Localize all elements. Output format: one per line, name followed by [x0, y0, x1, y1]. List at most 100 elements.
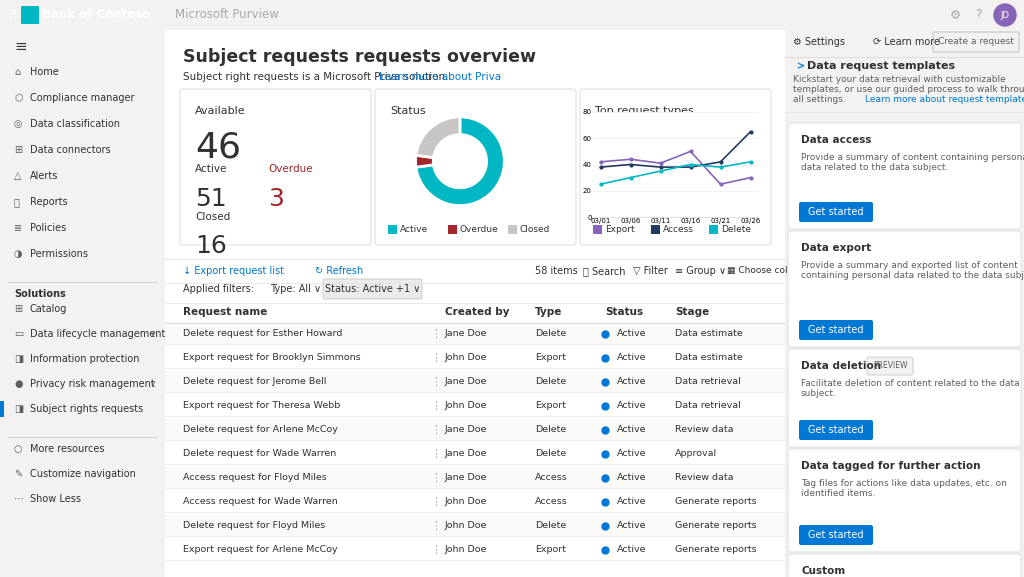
FancyBboxPatch shape	[651, 225, 660, 234]
FancyBboxPatch shape	[165, 322, 785, 344]
FancyBboxPatch shape	[22, 6, 39, 24]
Text: Status: Active +1 ∨: Status: Active +1 ∨	[326, 284, 421, 294]
Text: Export request for Theresa Webb: Export request for Theresa Webb	[183, 402, 340, 410]
FancyBboxPatch shape	[165, 466, 785, 488]
Text: templates, or use our guided process to walk through: templates, or use our guided process to …	[793, 85, 1024, 95]
Text: Delete request for Jerome Bell: Delete request for Jerome Bell	[183, 377, 327, 387]
Text: John Doe: John Doe	[445, 402, 487, 410]
Text: Delete: Delete	[535, 425, 566, 434]
Text: Active: Active	[617, 402, 646, 410]
Text: identified items.: identified items.	[801, 489, 876, 499]
Text: Data export: Data export	[801, 243, 871, 253]
FancyBboxPatch shape	[165, 394, 785, 416]
FancyBboxPatch shape	[180, 89, 371, 245]
Text: Export request for Arlene McCoy: Export request for Arlene McCoy	[183, 545, 338, 554]
Text: ↻ Refresh: ↻ Refresh	[315, 266, 364, 276]
FancyBboxPatch shape	[788, 123, 1021, 229]
Text: PREVIEW: PREVIEW	[872, 362, 907, 370]
Text: Status: Status	[605, 307, 643, 317]
Text: John Doe: John Doe	[445, 354, 487, 362]
Text: Custom: Custom	[801, 566, 845, 576]
Text: Active: Active	[617, 377, 646, 387]
Text: ↓ Export request list: ↓ Export request list	[183, 266, 284, 276]
Text: ⋮: ⋮	[430, 473, 441, 483]
Text: Delete request for Floyd Miles: Delete request for Floyd Miles	[183, 522, 326, 530]
Text: Delete request for Arlene McCoy: Delete request for Arlene McCoy	[183, 425, 338, 434]
Text: 58 items: 58 items	[535, 266, 578, 276]
FancyBboxPatch shape	[165, 346, 785, 368]
Text: John Doe: John Doe	[445, 522, 487, 530]
Text: Get started: Get started	[808, 207, 864, 217]
Text: Stage: Stage	[675, 307, 710, 317]
Text: Provide a summary and exported list of content: Provide a summary and exported list of c…	[801, 260, 1018, 269]
Text: ∨: ∨	[150, 329, 156, 339]
Text: ⋮: ⋮	[430, 377, 441, 387]
Text: Type: Type	[535, 307, 562, 317]
FancyBboxPatch shape	[933, 32, 1019, 52]
Text: ◨: ◨	[14, 354, 24, 364]
Text: Jane Doe: Jane Doe	[445, 377, 487, 387]
Text: Bank of Contoso: Bank of Contoso	[42, 9, 151, 21]
Text: Generate reports: Generate reports	[675, 497, 757, 507]
Text: Export: Export	[605, 226, 635, 234]
Text: Data tagged for further action: Data tagged for further action	[801, 461, 981, 471]
Text: Get started: Get started	[808, 425, 864, 435]
Text: Create a request: Create a request	[938, 38, 1014, 47]
Text: Jane Doe: Jane Doe	[445, 449, 487, 459]
Text: Review data: Review data	[675, 474, 733, 482]
Text: 46: 46	[195, 130, 241, 164]
Text: Overdue: Overdue	[460, 226, 499, 234]
Text: Active: Active	[617, 329, 646, 339]
Text: Active: Active	[400, 226, 428, 234]
FancyBboxPatch shape	[0, 401, 4, 417]
Text: Active: Active	[195, 164, 227, 174]
Text: 51: 51	[195, 187, 226, 211]
Text: Home: Home	[30, 67, 58, 77]
Text: ⊞: ⊞	[14, 304, 23, 314]
Text: ⋮: ⋮	[430, 449, 441, 459]
Text: Generate reports: Generate reports	[675, 522, 757, 530]
Text: ≡ Group ∨: ≡ Group ∨	[675, 266, 726, 276]
Text: Delete: Delete	[535, 329, 566, 339]
Text: Facilitate deletion of content related to the data: Facilitate deletion of content related t…	[801, 379, 1020, 388]
Text: Delete: Delete	[535, 377, 566, 387]
Text: ⚙ Settings: ⚙ Settings	[793, 37, 845, 47]
Text: Generate reports: Generate reports	[675, 545, 757, 554]
Text: Status: Status	[390, 106, 426, 116]
Text: Subject right requests is a Microsoft Priva solution.: Subject right requests is a Microsoft Pr…	[183, 72, 449, 82]
Text: ⌂: ⌂	[14, 67, 20, 77]
Text: John Doe: John Doe	[445, 497, 487, 507]
Text: Closed: Closed	[520, 226, 550, 234]
Text: ⟳ Learn more: ⟳ Learn more	[873, 37, 940, 47]
Text: Active: Active	[617, 425, 646, 434]
FancyBboxPatch shape	[709, 225, 718, 234]
Text: Data request templates: Data request templates	[807, 61, 955, 71]
FancyBboxPatch shape	[867, 357, 913, 375]
Text: Data estimate: Data estimate	[675, 329, 742, 339]
Wedge shape	[416, 117, 460, 158]
Text: Data deletion: Data deletion	[801, 361, 881, 371]
Text: Applied filters:: Applied filters:	[183, 284, 254, 294]
Text: 🔍 Search: 🔍 Search	[583, 266, 626, 276]
Text: Privacy risk management: Privacy risk management	[30, 379, 155, 389]
Text: Reports: Reports	[30, 197, 68, 207]
Text: Data connectors: Data connectors	[30, 145, 111, 155]
Wedge shape	[416, 117, 504, 205]
Text: ⋮: ⋮	[430, 353, 441, 363]
Text: Delete: Delete	[535, 449, 566, 459]
Text: Learn more about Priva: Learn more about Priva	[379, 72, 501, 82]
Text: JD: JD	[1000, 10, 1010, 20]
Text: Top request types: Top request types	[595, 106, 693, 116]
Text: ⋮: ⋮	[430, 329, 441, 339]
Text: △: △	[14, 171, 22, 181]
Text: Delete: Delete	[535, 522, 566, 530]
Text: Active: Active	[617, 522, 646, 530]
Text: Subject requests requests overview: Subject requests requests overview	[183, 48, 536, 66]
Text: Data estimate: Data estimate	[675, 354, 742, 362]
Text: Information protection: Information protection	[30, 354, 139, 364]
FancyBboxPatch shape	[165, 418, 785, 440]
Text: Jane Doe: Jane Doe	[445, 329, 487, 339]
Text: Customize navigation: Customize navigation	[30, 469, 136, 479]
FancyBboxPatch shape	[788, 554, 1021, 577]
Text: subject.: subject.	[801, 389, 837, 399]
